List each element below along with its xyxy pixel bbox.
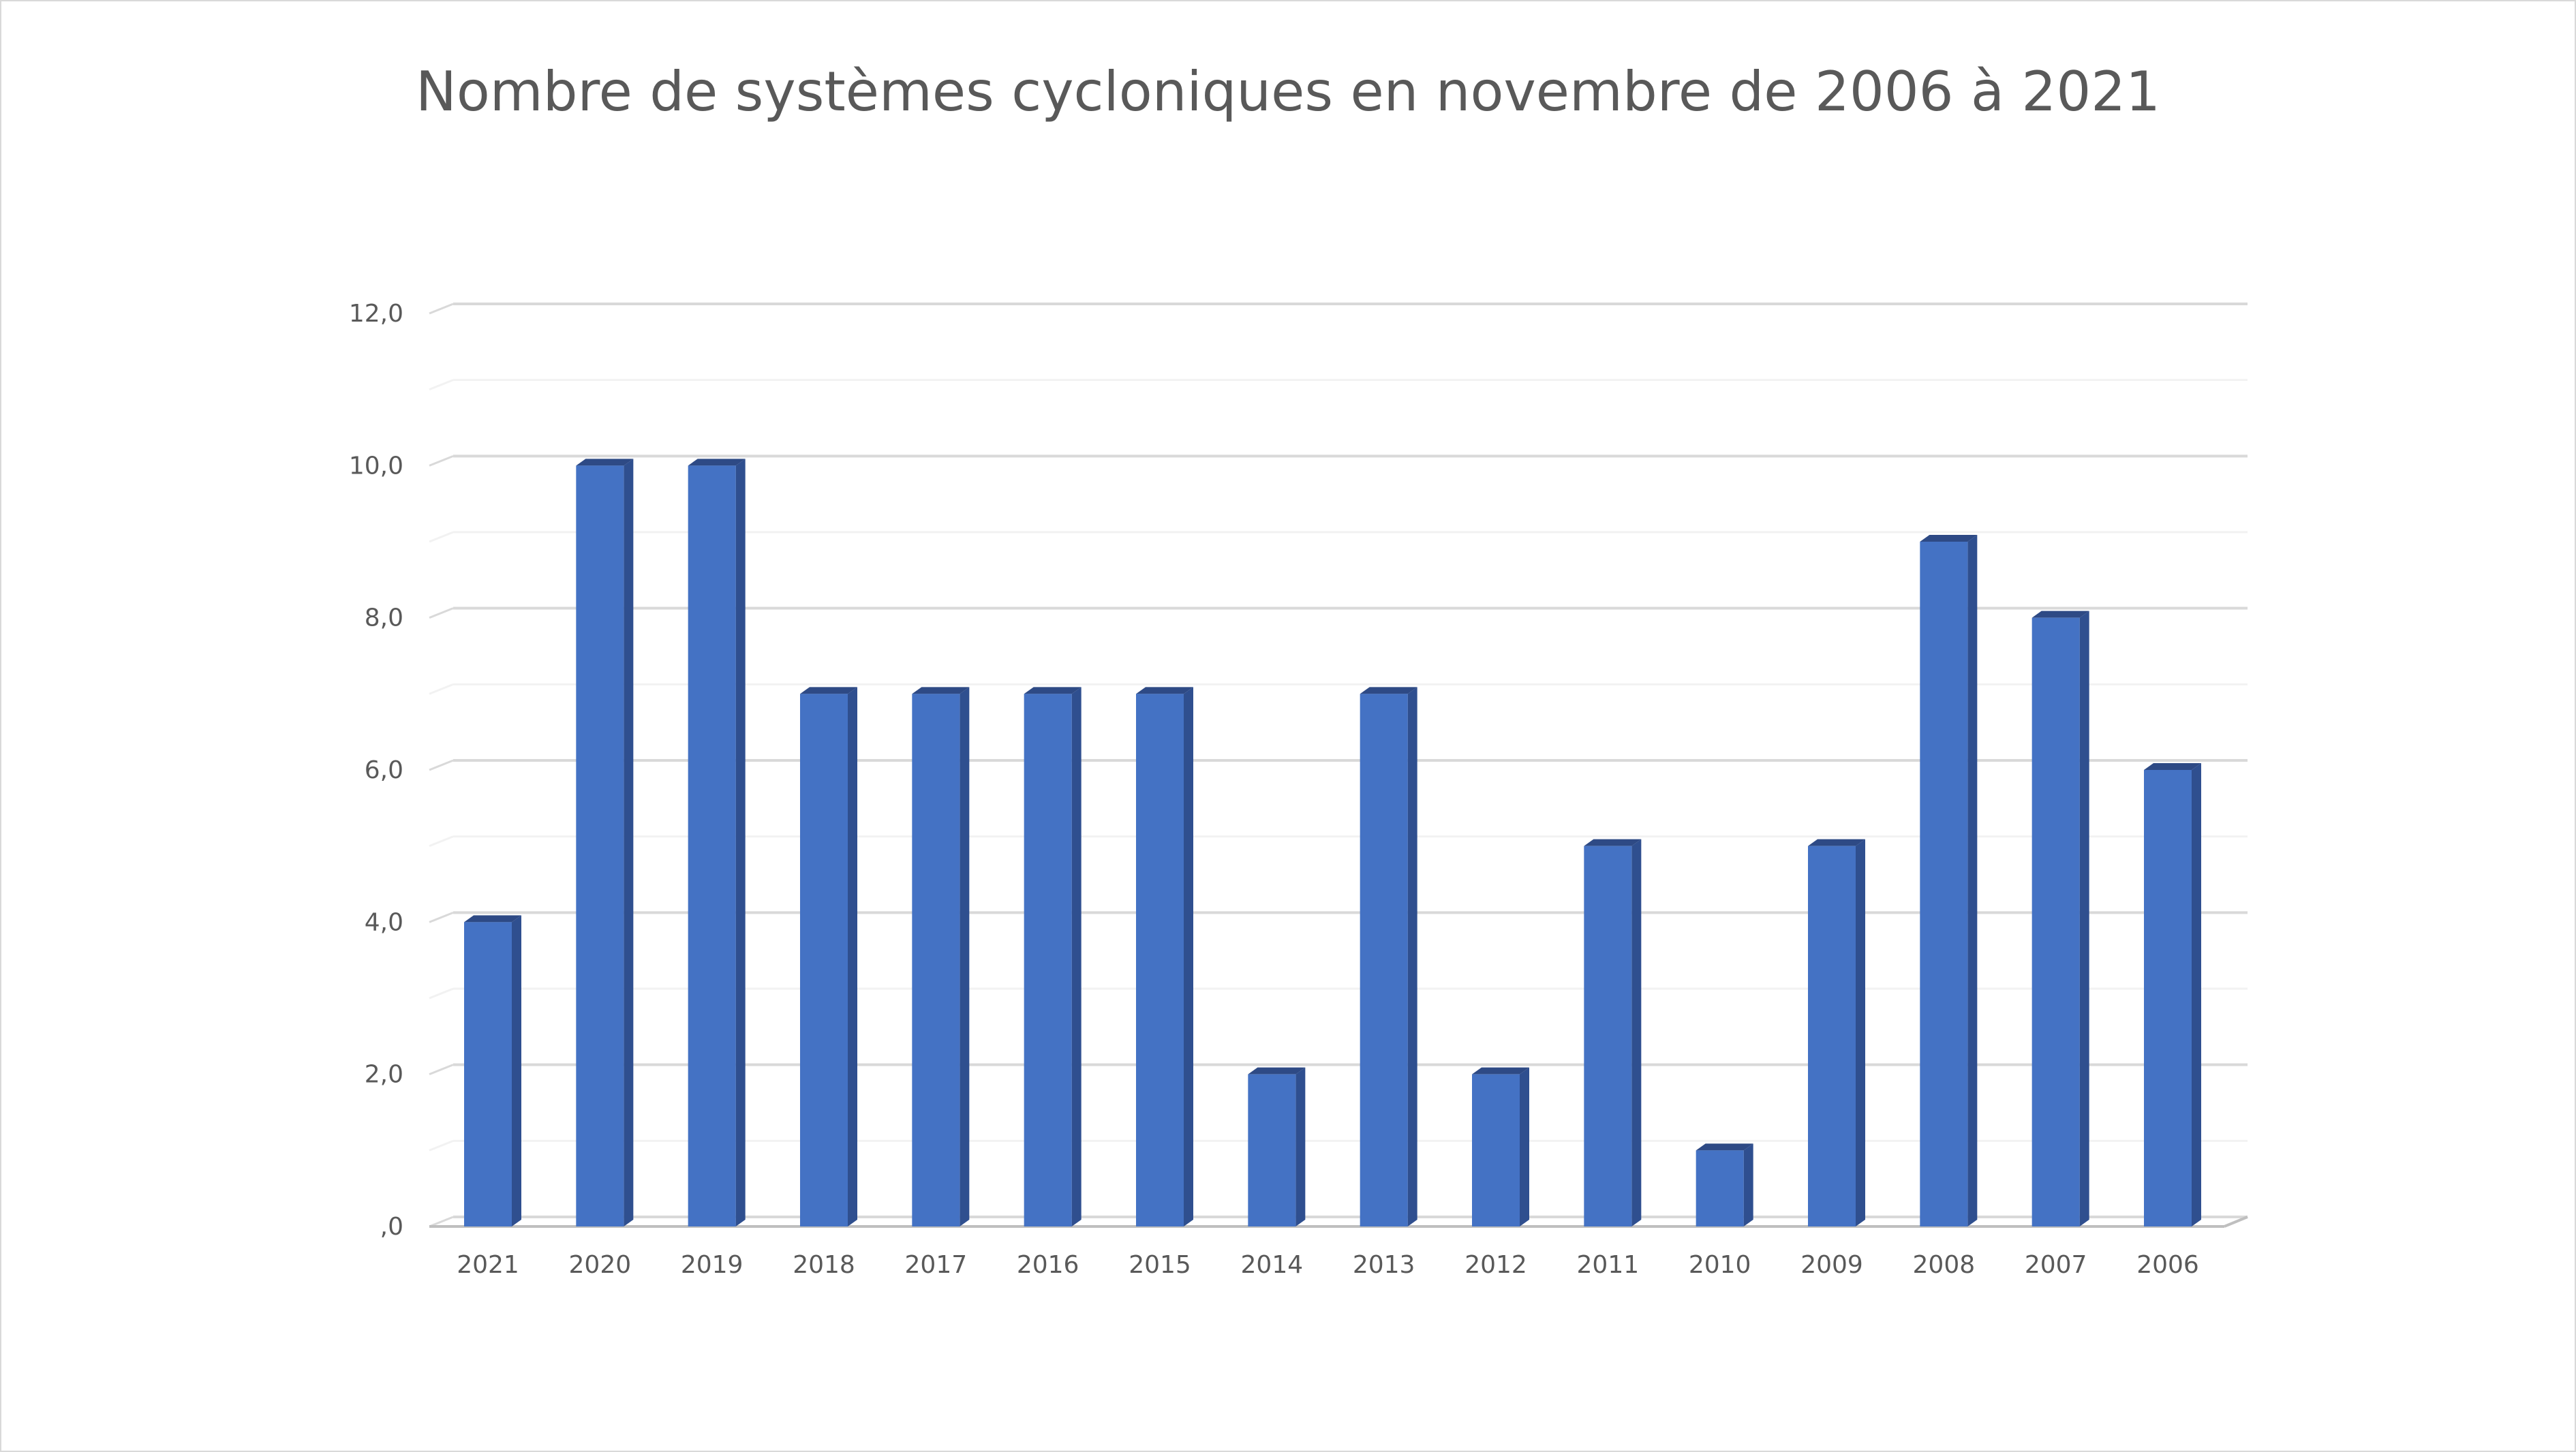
x-tick-label: 2011: [1577, 1251, 1640, 1279]
bar-top-face: [1920, 535, 1978, 542]
y-tick-label: 4,0: [365, 908, 403, 936]
bar-side-face: [1743, 1143, 1753, 1226]
bar-top-face: [1360, 687, 1417, 694]
bar-side-face: [2079, 611, 2089, 1226]
bar-top-face: [464, 915, 521, 923]
bar-side-face: [1295, 1067, 1306, 1226]
bar-side-face: [1520, 1067, 1529, 1226]
bar-top-face: [912, 687, 970, 694]
bar-side-face: [2192, 763, 2201, 1226]
y-tick-label: 6,0: [365, 756, 403, 784]
bar-side-face: [848, 687, 857, 1226]
minor-gridline-depth: [429, 531, 454, 543]
y-tick-label: ,0: [380, 1213, 403, 1241]
bar: [1696, 1150, 1744, 1226]
bar-side-face: [1407, 687, 1417, 1226]
minor-gridline-depth: [429, 835, 454, 848]
bar-top-face: [2144, 763, 2201, 770]
y-tick-label: 2,0: [365, 1061, 403, 1089]
bar: [800, 694, 848, 1226]
x-tick-label: 2016: [1017, 1251, 1079, 1279]
major-gridline-depth: [429, 454, 454, 467]
bar-top-face: [2031, 611, 2089, 618]
major-gridline-depth: [429, 911, 454, 923]
x-tick-label: 2014: [1241, 1251, 1304, 1279]
bar: [2144, 770, 2192, 1226]
bar-top-face: [1248, 1067, 1306, 1075]
x-tick-label: 2015: [1129, 1251, 1191, 1279]
x-tick-label: 2018: [793, 1251, 855, 1279]
bar-side-face: [1967, 535, 1978, 1226]
bar: [2031, 617, 2080, 1226]
y-tick-label: 8,0: [365, 604, 403, 632]
x-tick-label: 2007: [2025, 1251, 2087, 1279]
bar-side-face: [1631, 839, 1642, 1226]
minor-gridline-depth: [429, 987, 454, 1000]
major-gridline-depth: [429, 607, 454, 619]
bar: [1024, 694, 1072, 1226]
bar-side-face: [624, 459, 634, 1227]
major-gridline-depth: [429, 303, 454, 315]
major-gridline-depth: [429, 1216, 454, 1228]
bar-top-face: [1136, 687, 1193, 694]
bar-side-face: [960, 687, 970, 1226]
minor-gridline-depth: [429, 683, 454, 695]
x-tick-label: 2012: [1465, 1251, 1527, 1279]
bar: [688, 465, 736, 1227]
x-tick-label: 2017: [905, 1251, 968, 1279]
bar-top-face: [1696, 1143, 1753, 1151]
x-tick-label: 2010: [1689, 1251, 1751, 1279]
bar-top-face: [688, 459, 746, 466]
bar: [1920, 542, 1968, 1226]
bar: [912, 694, 960, 1226]
bar-side-face: [1856, 839, 1865, 1226]
bar: [576, 465, 624, 1227]
y-tick-label: 10,0: [349, 452, 403, 480]
bar-side-face: [1184, 687, 1193, 1226]
bar: [1136, 694, 1184, 1226]
x-tick-label: 2021: [457, 1251, 519, 1279]
bar-top-face: [800, 687, 857, 694]
bar-side-face: [1071, 687, 1082, 1226]
x-tick-label: 2013: [1353, 1251, 1415, 1279]
x-tick-label: 2008: [1913, 1251, 1976, 1279]
bar-top-face: [1024, 687, 1082, 694]
bar: [1360, 694, 1408, 1226]
minor-gridline-depth: [429, 1139, 454, 1152]
bar-top-face: [576, 459, 634, 466]
bar-side-face: [735, 459, 746, 1227]
major-gridline-depth: [429, 759, 454, 771]
x-tick-label: 2009: [1800, 1251, 1863, 1279]
chart-title: Nombre de systèmes cycloniques en novemb…: [415, 60, 2161, 123]
bar: [464, 922, 512, 1226]
bar: [1808, 846, 1856, 1226]
x-tick-label: 2006: [2136, 1251, 2199, 1279]
floor-right-edge: [2224, 1216, 2248, 1228]
bar-top-face: [1584, 839, 1642, 846]
bar-side-face: [512, 915, 521, 1226]
x-tick-label: 2020: [569, 1251, 632, 1279]
major-gridline-depth: [429, 1064, 454, 1076]
bar: [1584, 846, 1632, 1226]
bar: [1248, 1074, 1296, 1226]
minor-gridline-depth: [429, 379, 454, 391]
bar-top-face: [1472, 1067, 1529, 1075]
y-tick-label: 12,0: [349, 300, 403, 328]
x-tick-label: 2019: [681, 1251, 743, 1279]
bar-top-face: [1808, 839, 1865, 846]
bar: [1472, 1074, 1520, 1226]
